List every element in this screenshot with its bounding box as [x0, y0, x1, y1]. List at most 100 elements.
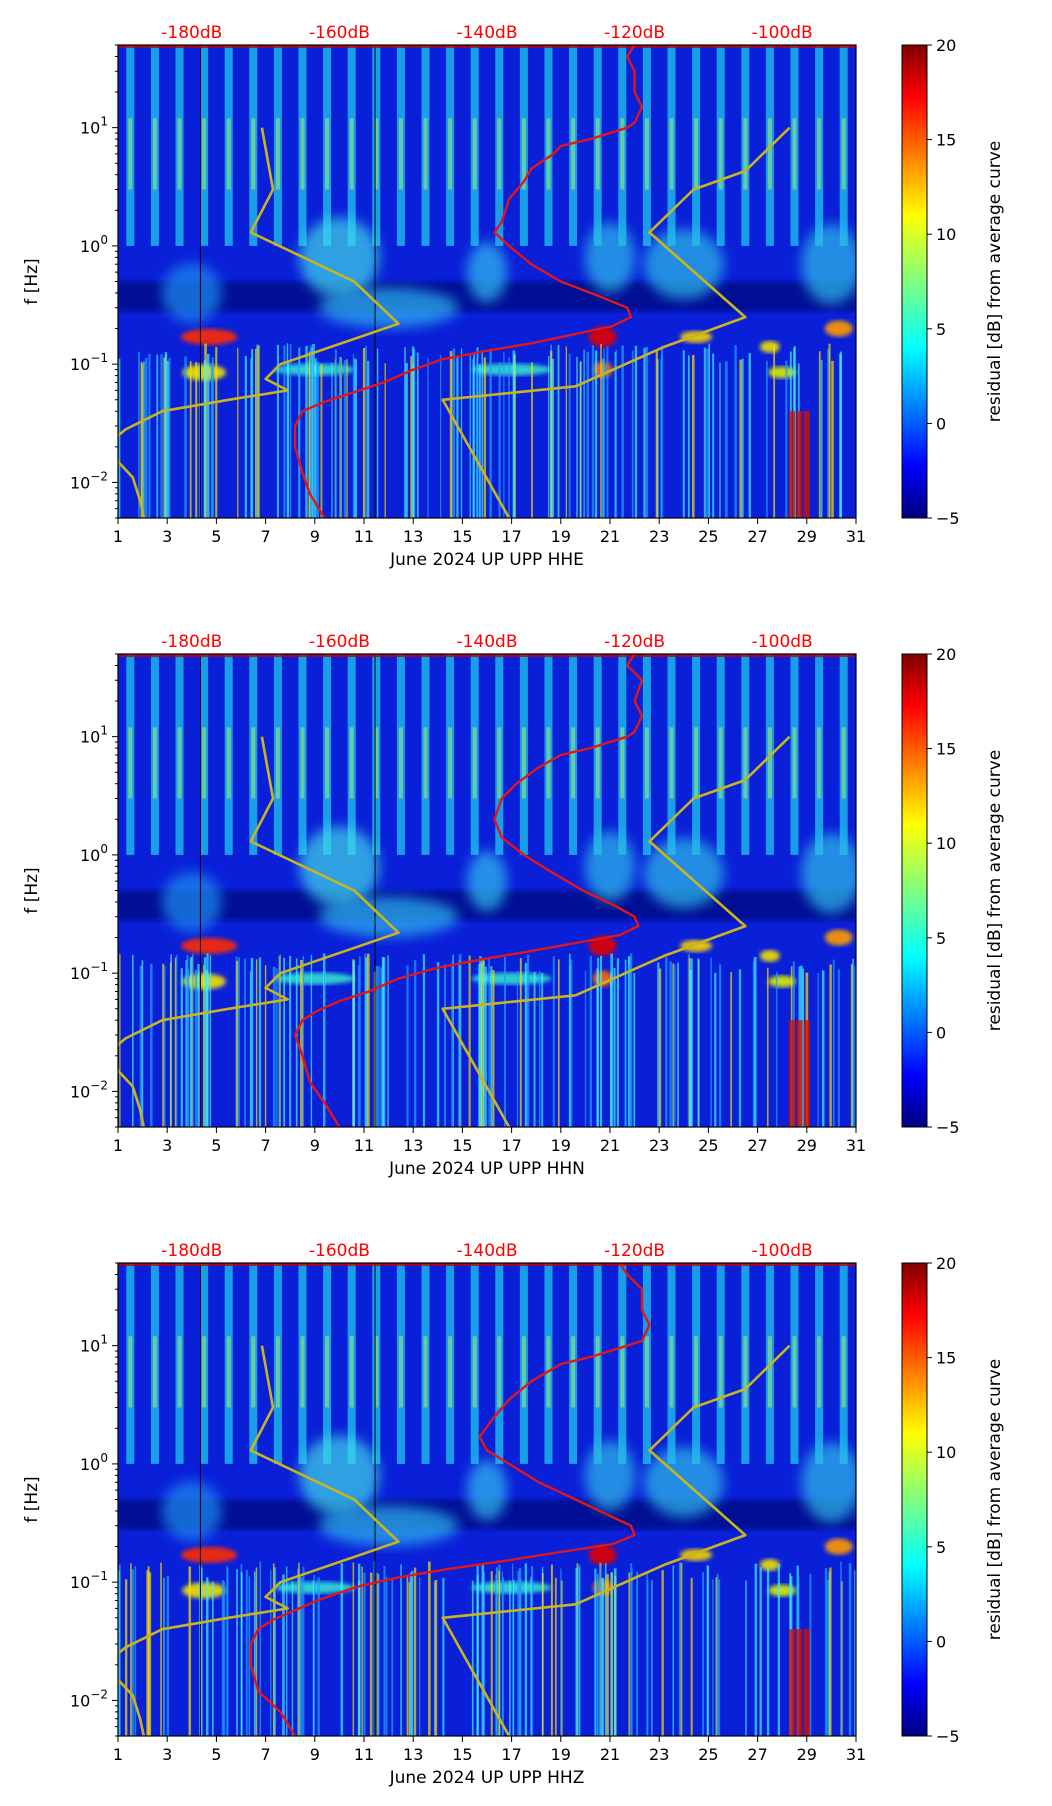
y-tick-label: 100 [80, 233, 108, 256]
db-scale-label: -120dB [604, 23, 665, 43]
panel-3: 1 3 5 7 9 11 13 15 17 19 21 23 25 27 29 3110−210−110010… [22, 1241, 1005, 1788]
y-tick-label: 101 [80, 724, 108, 747]
colorbar-tick-label: −5 [936, 1727, 960, 1746]
colorbar-gradient [901, 653, 928, 1128]
x-tick-label: 25 [698, 527, 718, 546]
x-tick-label: 1 [113, 527, 123, 546]
colorbar: −5 0 5 10 15 20 residual [dB] from average cur… [901, 1254, 1005, 1746]
colorbar-tick-label: 0 [936, 1023, 946, 1042]
spectrogram-image [118, 1263, 856, 1736]
y-tick-label: 101 [80, 1333, 108, 1356]
x-tick-label: 21 [600, 1136, 620, 1155]
x-tick-label: 25 [698, 1136, 718, 1155]
x-tick-label: 19 [551, 1745, 571, 1764]
db-scale-label: -100dB [752, 1241, 813, 1261]
colorbar-tick-label: −5 [936, 509, 960, 528]
panel-1: 1 3 5 7 9 11 13 15 17 19 21 23 25 27 29 3110−210−110010… [22, 23, 1005, 570]
y-tick-label: 10−2 [70, 1687, 108, 1710]
colorbar-tick-label: 10 [936, 1443, 956, 1462]
x-tick-label: 13 [403, 527, 423, 546]
x-tick-label: 17 [501, 1136, 521, 1155]
db-scale-label: -160dB [309, 632, 370, 652]
db-scale-label: -180dB [161, 1241, 222, 1261]
y-tick-label: 10−2 [70, 1078, 108, 1101]
colorbar-tick-label: 0 [936, 414, 946, 433]
colorbar-tick-label: 5 [936, 320, 946, 339]
x-tick-label: 29 [797, 1136, 817, 1155]
x-tick-label: 7 [261, 527, 271, 546]
x-tick-label: 15 [452, 527, 472, 546]
noise-model-curve-high [441, 735, 791, 1127]
x-tick-label: 29 [797, 527, 817, 546]
x-tick-label: 11 [354, 1745, 374, 1764]
x-tick-label: 1 [113, 1136, 123, 1155]
colorbar-gradient [901, 1262, 928, 1737]
y-tick-label: 100 [80, 1451, 108, 1474]
colorbar-label: residual [dB] from average curve [985, 141, 1005, 422]
y-tick-label: 10−1 [70, 1569, 108, 1592]
db-scale-label: -140dB [456, 1241, 517, 1261]
x-axis-label: June 2024 UP UPP HHZ [389, 1768, 585, 1788]
x-tick-label: 13 [403, 1745, 423, 1764]
colorbar: −5 0 5 10 15 20 residual [dB] from average cur… [901, 36, 1005, 528]
x-tick-label: 7 [261, 1745, 271, 1764]
colorbar-label: residual [dB] from average curve [985, 750, 1005, 1031]
psd-median-curve [293, 45, 644, 518]
y-axis-label: f [Hz] [22, 867, 42, 913]
x-tick-label: 9 [310, 527, 320, 546]
colorbar-tick-label: 10 [936, 834, 956, 853]
x-tick-label: 11 [354, 527, 374, 546]
y-tick-label: 10−2 [70, 469, 108, 492]
colorbar-tick-label: 5 [936, 929, 946, 948]
colorbar: −5 0 5 10 15 20 residual [dB] from average cur… [901, 645, 1005, 1137]
x-tick-label: 25 [698, 1745, 718, 1764]
x-tick-label: 21 [600, 1745, 620, 1764]
x-tick-label: 27 [747, 1136, 767, 1155]
colorbar-gradient [901, 44, 928, 519]
db-scale-label: -180dB [161, 23, 222, 43]
db-scale-label: -160dB [309, 1241, 370, 1261]
colorbar-tick-label: 15 [936, 1349, 956, 1368]
colorbar-tick-label: 20 [936, 36, 956, 55]
x-tick-label: 23 [649, 527, 669, 546]
psd-median-curve [249, 1263, 651, 1736]
noise-model-curve-low [118, 736, 400, 1127]
y-tick-label: 10−1 [70, 960, 108, 983]
x-tick-label: 3 [162, 527, 172, 546]
psd-median-curve [293, 654, 644, 1127]
x-tick-label: 13 [403, 1136, 423, 1155]
x-tick-label: 5 [211, 1136, 221, 1155]
db-scale-label: -120dB [604, 1241, 665, 1261]
x-tick-label: 15 [452, 1745, 472, 1764]
x-tick-label: 31 [846, 1136, 866, 1155]
x-tick-label: 27 [747, 1745, 767, 1764]
colorbar-label: residual [dB] from average curve [985, 1359, 1005, 1640]
noise-model-curve-high [441, 1344, 791, 1736]
x-tick-label: 23 [649, 1745, 669, 1764]
y-tick-label: 101 [80, 115, 108, 138]
y-axis-label: f [Hz] [22, 1476, 42, 1522]
x-tick-label: 31 [846, 1745, 866, 1764]
x-tick-label: 3 [162, 1136, 172, 1155]
db-scale-label: -140dB [456, 632, 517, 652]
colorbar-tick-label: 15 [936, 131, 956, 150]
x-tick-label: 7 [261, 1136, 271, 1155]
db-scale-label: -180dB [161, 632, 222, 652]
noise-model-curve-low [118, 127, 400, 518]
x-tick-label: 11 [354, 1136, 374, 1155]
x-tick-label: 5 [211, 1745, 221, 1764]
db-scale-label: -100dB [752, 23, 813, 43]
x-tick-label: 29 [797, 1745, 817, 1764]
colorbar-tick-label: 0 [936, 1632, 946, 1651]
colorbar-tick-label: 10 [936, 225, 956, 244]
db-scale-label: -100dB [752, 632, 813, 652]
colorbar-tick-label: −5 [936, 1118, 960, 1137]
x-tick-label: 17 [501, 527, 521, 546]
db-scale-label: -120dB [604, 632, 665, 652]
x-tick-label: 9 [310, 1136, 320, 1155]
colorbar-tick-label: 20 [936, 645, 956, 664]
colorbar-tick-label: 5 [936, 1538, 946, 1557]
spectrogram-image [118, 45, 856, 518]
y-tick-label: 10−1 [70, 351, 108, 374]
